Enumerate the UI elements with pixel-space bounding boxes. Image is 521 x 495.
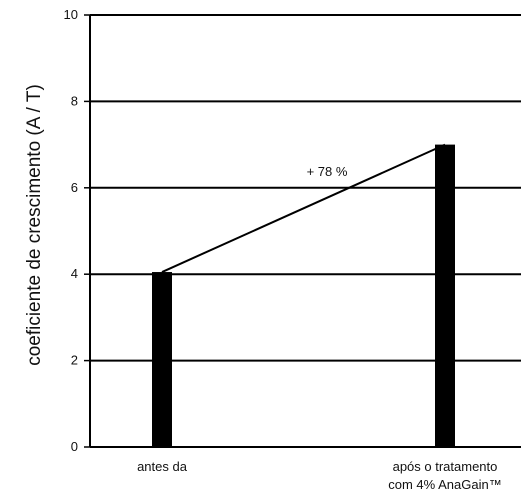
y-tick-label: 0 [71,439,78,454]
trend-line [161,143,446,273]
bars [152,144,455,447]
bar-1 [152,272,172,447]
y-tick-label: 2 [71,353,78,368]
y-tick-label: 8 [71,93,78,108]
x-category-label: com 4% AnaGain™ [388,477,501,492]
x-category-label: após o tratamento [393,459,498,474]
y-tick-label: 10 [64,7,78,22]
y-tick-label: 6 [71,180,78,195]
increase-annotation: + 78 % [307,164,348,179]
y-axis-label: coeficiente de crescimento (A / T) [24,84,45,366]
y-axis-ticks: 0 2 4 6 8 10 [64,7,90,454]
x-category-label: antes da [137,459,188,474]
y-tick-label: 4 [71,266,78,281]
bar-2 [435,144,455,447]
x-axis-labels: antes da após o tratamento com 4% AnaGain™ [137,459,502,492]
